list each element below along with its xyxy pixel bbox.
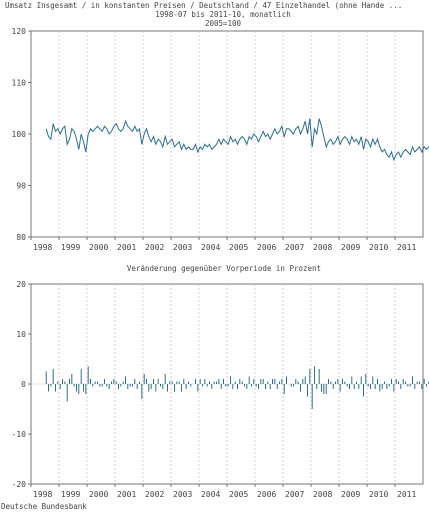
x-tick-label: 2002 <box>145 490 164 499</box>
x-tick-label: 2001 <box>117 490 136 499</box>
plot-frame <box>30 30 424 238</box>
x-tick-label: 2006 <box>257 243 276 252</box>
x-tick-label: 2005 <box>229 490 248 499</box>
chart-base-note: 2005=100 <box>205 19 242 28</box>
change-chart-title: Veränderung gegenüber Vorperiode in Proz… <box>127 264 321 273</box>
x-tick-label: 2004 <box>201 243 220 252</box>
x-tick-label: 1999 <box>61 243 80 252</box>
x-tick-label: 2008 <box>313 243 332 252</box>
x-tick-label: 2007 <box>285 243 304 252</box>
x-tick-label: 2006 <box>257 490 276 499</box>
chart-subtitle: 1998-07 bis 2011-10, monatlich <box>155 10 290 19</box>
y-tick-label: 10 <box>16 330 26 339</box>
y-tick-label: 110 <box>12 79 27 88</box>
change-chart-panel: 1998 1999 2000 2001 2002 2003 2004 2005 2006 2007… <box>12 280 429 499</box>
x-tick-label: 2005 <box>229 243 248 252</box>
y-tick-label: 80 <box>16 233 26 242</box>
x-tick-label: 1998 <box>33 243 52 252</box>
y-tick-label: 120 <box>12 27 27 36</box>
x-tick-label: 2003 <box>173 243 192 252</box>
x-tick-label: 2009 <box>341 490 360 499</box>
x-tick-label: 1998 <box>33 490 52 499</box>
x-tick-label: 2001 <box>117 243 136 252</box>
x-tick-label: 2009 <box>341 243 360 252</box>
chart-title: Umsatz Insgesamt / in konstanten Preisen… <box>5 1 402 10</box>
x-tick-label: 2000 <box>89 490 108 499</box>
x-tick-label: 2007 <box>285 490 304 499</box>
x-tick-label: 2010 <box>369 490 388 499</box>
level-chart-panel: 1998 1999 2000 2001 2002 2003 2004 2005 2006 2007… <box>12 27 429 252</box>
x-tick-label: 2011 <box>397 243 416 252</box>
y-tick-label: -10 <box>12 430 27 439</box>
source-note: Deutsche Bundesbank <box>1 502 87 511</box>
x-tick-label: 2008 <box>313 490 332 499</box>
y-tick-label: 90 <box>16 182 26 191</box>
x-tick-label: 2004 <box>201 490 220 499</box>
series-line <box>45 118 429 162</box>
x-tick-label: 2000 <box>89 243 108 252</box>
y-tick-label: -20 <box>12 480 27 489</box>
x-tick-label: 2003 <box>173 490 192 499</box>
y-tick-label: 20 <box>16 280 26 289</box>
y-tick-label: 100 <box>12 130 27 139</box>
x-tick-label: 2002 <box>145 243 164 252</box>
x-tick-label: 2010 <box>369 243 388 252</box>
x-tick-label: 2011 <box>397 490 416 499</box>
y-tick-label: 0 <box>21 380 26 389</box>
x-tick-label: 1999 <box>61 490 80 499</box>
